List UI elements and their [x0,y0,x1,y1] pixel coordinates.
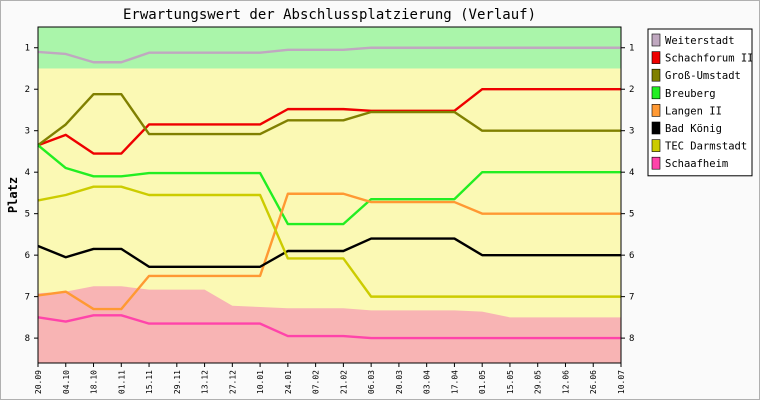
series-line-0 [37,46,621,64]
series-line-7 [37,314,621,340]
y-tick-label-left: 2 [25,85,30,95]
legend-swatch-5 [651,121,661,135]
legend-box [647,28,753,177]
legend-entry-0: Weiterstadt [665,35,735,47]
plot-border [37,26,622,364]
y-tick-label-left: 4 [25,168,30,178]
plot-frame [37,26,622,364]
legend-swatch-7 [651,156,661,170]
plot-bands [38,27,621,363]
y-tick-label-left: 7 [25,293,30,303]
x-tick-label: 10.01 [256,370,265,394]
x-tick-label: 26.06 [589,370,598,394]
x-tick-label: 24.01 [284,370,293,394]
x-tick-label: 17.04 [450,370,459,394]
legend-entry-1: Schachforum II [665,53,754,65]
band-relegation [38,286,621,363]
legend-entry-7: Schaafheim [665,158,728,170]
chart-title: Erwartungswert der Abschlussplatzierung … [123,7,536,23]
y-axis-right: 1 2 3 4 5 6 7 8 [621,44,634,344]
x-axis: 20.09 04.10 18.10 01.11 15.11 29.11 13.12 27.12… [34,363,626,394]
series-line-4 [37,192,621,311]
legend-swatch-4 [651,104,661,117]
legend-entry-2: Groß-Umstadt [665,70,741,82]
x-tick-label: 15.05 [506,370,515,394]
y-tick-label-left: 8 [25,334,30,344]
y-tick-label-right: 5 [629,210,634,220]
legend-swatch-1 [651,51,661,64]
y-tick-label-right: 8 [629,334,634,344]
x-tick-label: 20.03 [395,370,404,394]
x-tick-label: 01.11 [117,370,126,394]
x-tick-label: 18.10 [90,370,99,394]
series-line-3 [37,144,621,226]
x-tick-label: 29.05 [534,370,543,394]
legend-entry-4: Langen II [665,105,722,117]
x-tick-label: 21.02 [339,370,348,394]
x-tick-label: 04.10 [62,370,71,394]
series-line-6 [37,185,621,298]
legend-entry-5: Bad König [665,123,722,135]
y-axis-label: Platz [6,177,20,213]
y-tick-label-right: 3 [629,127,634,137]
y-tick-label-left: 6 [25,251,30,261]
x-tick-label: 13.12 [201,370,210,394]
x-tick-label: 29.11 [173,370,182,394]
x-tick-label: 03.04 [423,370,432,394]
y-tick-label-right: 1 [629,44,634,54]
legend: Weiterstadt Schachforum II Groß-Umstadt Bre… [647,28,754,177]
x-tick-label: 12.06 [561,370,570,394]
series-line-5 [37,237,621,268]
series-lines [37,46,621,340]
x-tick-label: 10.07 [617,370,626,394]
y-tick-label-right: 6 [629,251,634,261]
x-tick-label: 15.11 [145,370,154,394]
y-axis-left: 1 2 3 4 5 6 7 8 [25,44,38,344]
y-tick-label-right: 2 [629,85,634,95]
x-tick-label: 20.09 [34,370,43,394]
y-tick-label-right: 7 [629,293,634,303]
y-tick-label-left: 3 [25,127,30,137]
x-tick-label: 07.02 [312,370,321,394]
x-tick-label: 27.12 [228,370,237,394]
series-line-1 [37,88,621,155]
legend-swatch-6 [651,139,661,152]
series-line-2 [37,92,621,147]
legend-swatch-0 [651,33,661,47]
legend-entry-6: TEC Darmstadt [665,141,747,153]
y-tick-label-left: 5 [25,210,30,220]
legend-swatch-2 [651,68,661,82]
legend-entry-3: Breuberg [665,88,716,100]
legend-swatch-3 [651,86,661,100]
x-tick-label: 06.03 [367,370,376,394]
x-tick-label: 01.05 [478,370,487,394]
y-tick-label-left: 1 [25,44,30,54]
y-tick-label-right: 4 [629,168,634,178]
